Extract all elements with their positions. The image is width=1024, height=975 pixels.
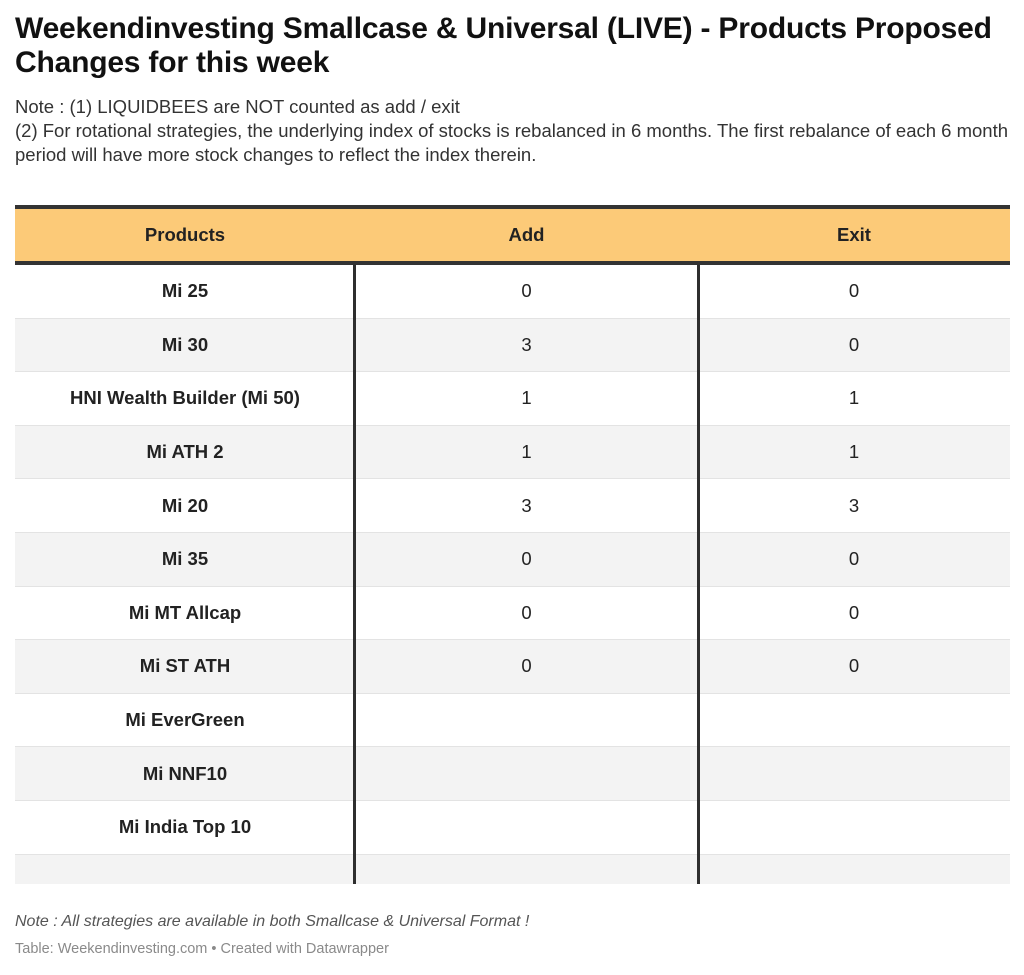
product-cell: Mi ST ATH xyxy=(139,655,231,677)
table-row: Mi NNF10 xyxy=(15,747,1010,801)
table-row: Mi 20 3 3 xyxy=(15,479,1010,533)
table-row: Mi 25 0 0 xyxy=(15,265,1010,319)
product-cell: Mi EverGreen xyxy=(125,709,245,731)
add-cell: 1 xyxy=(521,387,532,409)
column-header-add[interactable]: Add xyxy=(508,224,545,245)
exit-cell xyxy=(698,801,1010,854)
table-body: Mi 25 0 0 Mi 30 3 0 HNI Wealth Builder (Mi 50)… xyxy=(15,265,1010,884)
add-cell: 0 xyxy=(521,548,532,570)
product-cell: Mi 20 xyxy=(161,494,209,516)
add-cell xyxy=(355,694,698,747)
product-cell: Mi ATH 2 xyxy=(146,441,224,463)
note-2: (2) For rotational strategies, the under… xyxy=(15,120,1009,165)
column-divider xyxy=(353,265,356,884)
exit-cell: 0 xyxy=(848,280,860,302)
note-1: Note : (1) LIQUIDBEES are NOT counted as… xyxy=(15,96,460,117)
add-cell xyxy=(355,801,698,854)
table-row: HNI Wealth Builder (Mi 50) 1 1 xyxy=(15,372,1010,426)
product-cell xyxy=(15,855,355,884)
table-row: Mi MT Allcap 0 0 xyxy=(15,587,1010,641)
notes: Note : (1) LIQUIDBEES are NOT counted as… xyxy=(15,95,1010,167)
add-cell: 3 xyxy=(521,333,532,355)
table-row: Mi 35 0 0 xyxy=(15,532,1010,587)
column-divider xyxy=(697,265,700,884)
exit-cell: 1 xyxy=(848,387,860,409)
page-title: Weekendinvesting Smallcase & Universal (… xyxy=(15,12,992,79)
add-cell: 0 xyxy=(521,280,532,302)
exit-cell xyxy=(698,694,1010,747)
table-row xyxy=(15,854,1010,884)
product-cell: Mi 25 xyxy=(161,280,209,302)
exit-cell: 3 xyxy=(848,494,860,516)
exit-cell xyxy=(698,855,1010,884)
credit-line: Table: Weekendinvesting.com • Created wi… xyxy=(15,941,389,957)
product-cell: Mi NNF10 xyxy=(142,762,228,784)
product-cell: Mi 35 xyxy=(161,548,209,570)
table-row: Mi EverGreen xyxy=(15,694,1010,748)
table-row: Mi ST ATH 0 0 xyxy=(15,640,1010,694)
exit-cell xyxy=(698,747,1010,800)
product-cell: Mi 30 xyxy=(161,333,209,355)
product-cell: HNI Wealth Builder (Mi 50) xyxy=(70,387,300,409)
add-cell: 3 xyxy=(521,494,532,516)
column-header-exit[interactable]: Exit xyxy=(837,224,871,245)
product-cell: Mi MT Allcap xyxy=(128,601,242,623)
exit-cell: 1 xyxy=(848,441,860,463)
table-row: Mi 30 3 0 xyxy=(15,318,1010,373)
add-cell xyxy=(355,855,698,884)
exit-cell: 0 xyxy=(848,548,860,570)
products-table: Products Add Exit Mi 25 0 0 Mi 30 3 0 HNI Weal… xyxy=(15,205,1010,884)
exit-cell: 0 xyxy=(848,655,860,677)
table-row: Mi India Top 10 xyxy=(15,801,1010,855)
exit-cell: 0 xyxy=(848,333,860,355)
add-cell: 1 xyxy=(521,441,532,463)
exit-cell: 0 xyxy=(848,601,860,623)
header-block: Weekendinvesting Smallcase & Universal (… xyxy=(15,12,1010,167)
footer-note: Note : All strategies are available in b… xyxy=(15,913,530,930)
table-header: Products Add Exit xyxy=(15,209,1010,265)
add-cell xyxy=(355,747,698,800)
add-cell: 0 xyxy=(521,601,532,623)
column-header-products[interactable]: Products xyxy=(144,224,226,245)
add-cell: 0 xyxy=(521,655,532,677)
product-cell: Mi India Top 10 xyxy=(118,816,252,838)
table-row: Mi ATH 2 1 1 xyxy=(15,425,1010,480)
